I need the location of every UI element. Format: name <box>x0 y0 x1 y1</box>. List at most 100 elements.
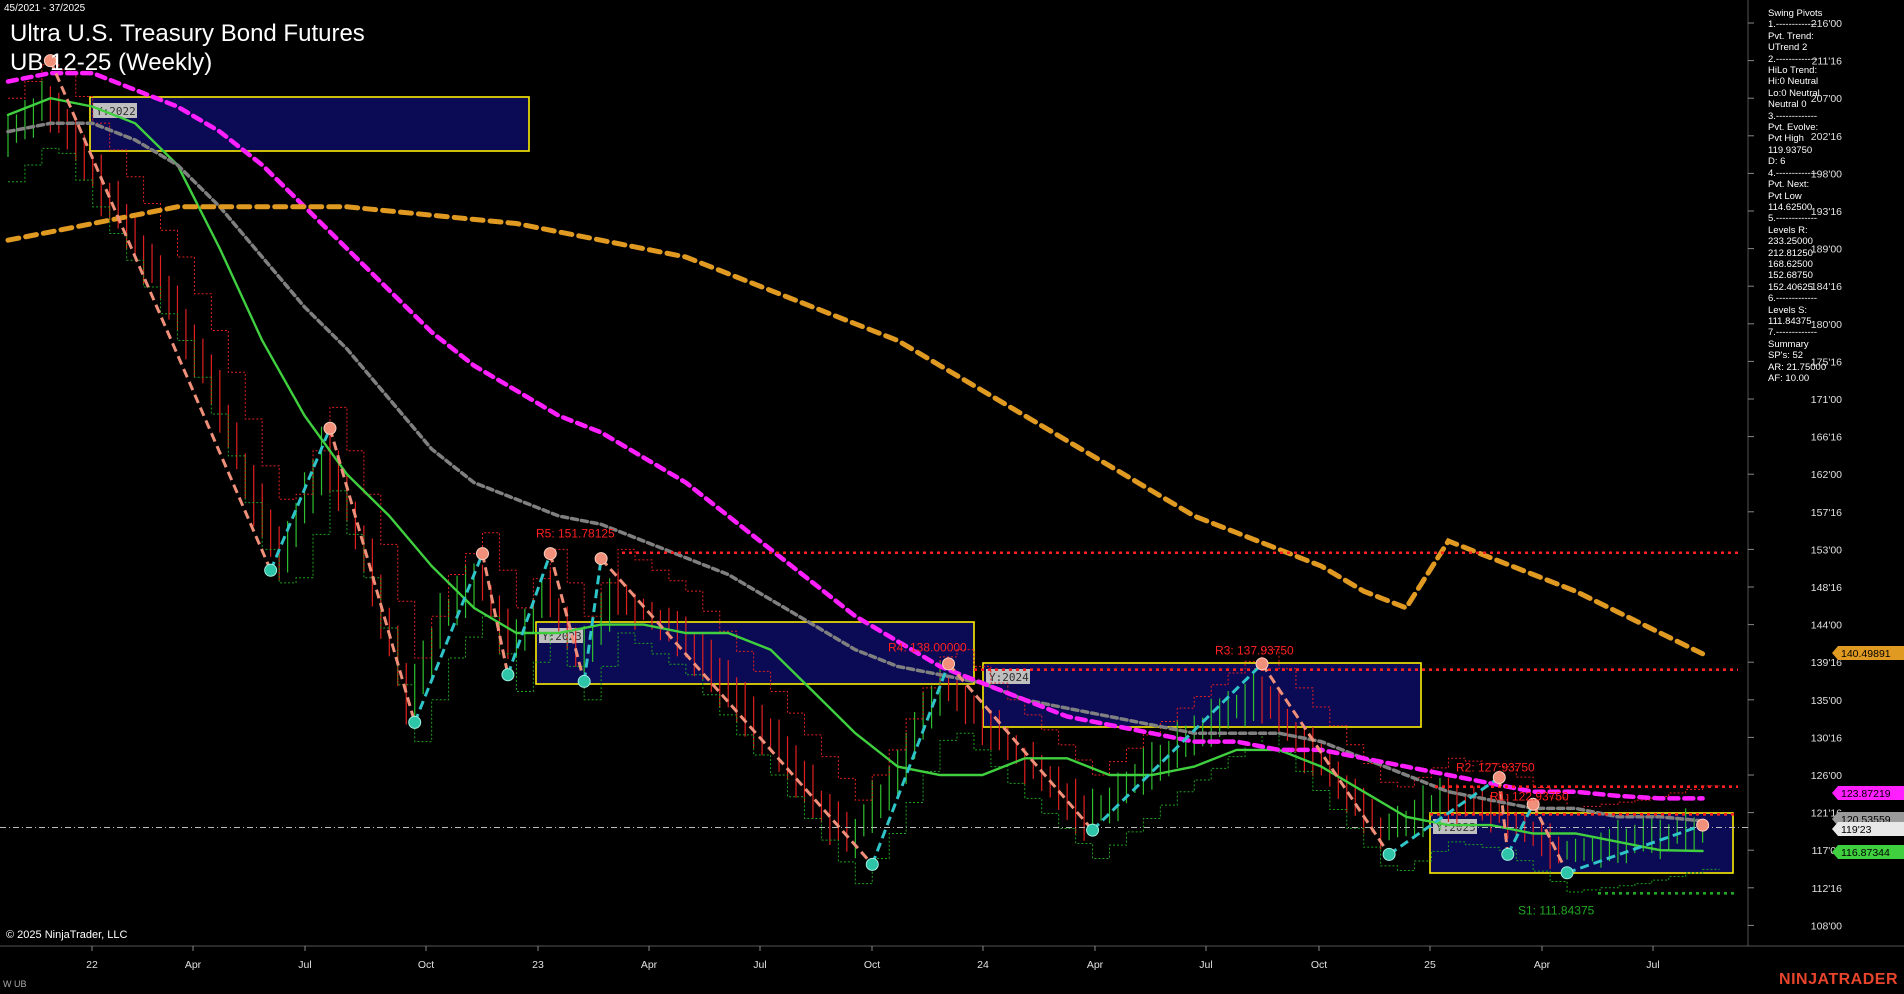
y-axis-tick-label: 139'16 <box>1811 657 1842 669</box>
info-panel-line: Pvt. Trend: <box>1768 30 1814 42</box>
info-panel-line: Summary <box>1768 338 1809 350</box>
info-panel-line: 119.93750 <box>1768 144 1813 156</box>
x-axis-tick-label: Apr <box>1087 959 1104 971</box>
x-axis-tick-label: Jul <box>1646 959 1659 971</box>
swing-leg <box>548 553 586 682</box>
support-trail <box>8 147 1720 893</box>
swing-leg <box>481 553 510 676</box>
swing-low-marker[interactable] <box>1501 847 1515 861</box>
swing-high-marker[interactable] <box>594 552 608 566</box>
year-box <box>1429 812 1734 874</box>
level-label: R3: 137.93750 <box>1215 644 1294 658</box>
swing-low-marker[interactable] <box>865 857 879 871</box>
level-label: R5: 151.78125 <box>536 527 615 541</box>
info-panel-line: 1.------------- <box>1768 19 1818 31</box>
swing-high-marker[interactable] <box>475 547 489 561</box>
swing-low-marker[interactable] <box>1086 823 1100 837</box>
info-panel-line: 114.62500 <box>1768 201 1813 213</box>
swing-low-marker[interactable] <box>408 715 422 729</box>
year-box <box>535 621 975 685</box>
swing-low-marker[interactable] <box>264 563 278 577</box>
y-axis-tick-label: 130'16 <box>1811 732 1842 744</box>
year-box <box>89 96 530 152</box>
swing-low-marker[interactable] <box>577 674 591 688</box>
instrument-short-label: W UB <box>3 979 27 989</box>
info-panel-line: 2.------------- <box>1768 53 1818 65</box>
date-range-label: 45/2021 - 37/2025 <box>4 3 86 14</box>
x-axis-tick-label: Apr <box>1534 959 1551 971</box>
info-panel-line: Levels R: <box>1768 224 1808 236</box>
y-axis-tick-label: 207'00 <box>1811 93 1842 105</box>
swing-leg <box>599 557 874 866</box>
x-axis-tick-label: 23 <box>532 959 544 971</box>
info-panel-line: AR: 21.75000 <box>1768 361 1827 373</box>
copyright-label: © 2025 NinjaTrader, LLC <box>6 929 128 941</box>
info-panel-line: 3.------------- <box>1768 110 1818 122</box>
ma-line-mid <box>6 121 1705 823</box>
swing-high-marker[interactable] <box>43 54 57 68</box>
swing-low-marker[interactable] <box>1560 866 1574 880</box>
level-label: R4: 138.00000 <box>888 641 967 655</box>
swing-leg <box>328 427 417 723</box>
ma-line-longest <box>5 204 1706 657</box>
info-panel-line: Swing Pivots <box>1768 8 1823 19</box>
swing-high-marker[interactable] <box>323 421 337 435</box>
swing-high-marker[interactable] <box>1526 797 1540 811</box>
x-axis-tick-label: 22 <box>86 959 98 971</box>
info-panel-line: AF: 10.00 <box>1768 373 1810 384</box>
info-panel-line: 111.84375 <box>1768 315 1812 327</box>
swing-leg <box>1506 803 1535 856</box>
info-panel-line: Neutral 0 <box>1768 99 1807 111</box>
y-axis-tick-label: 157'16 <box>1811 507 1842 519</box>
level-label: S1: 111.84375 <box>1518 903 1595 917</box>
swing-high-marker[interactable] <box>1492 771 1506 785</box>
info-panel-line: 5.------------- <box>1768 213 1818 225</box>
info-panel-line: D: 6 <box>1768 156 1786 168</box>
chart-subtitle: UB 12-25 (Weekly) <box>10 49 213 76</box>
year-box-label: Y:2022 <box>96 105 136 118</box>
info-panel-line: 152.68750 <box>1768 270 1813 282</box>
y-axis-tick-label: 180'00 <box>1811 319 1842 331</box>
swing-leg <box>1531 803 1569 874</box>
price-label-tag <box>1832 845 1904 859</box>
price-label-tag <box>1832 646 1904 660</box>
swing-high-marker[interactable] <box>1255 657 1269 671</box>
info-panel-line: Hi:0 Neutral <box>1768 76 1819 88</box>
swing-high-marker[interactable] <box>543 547 557 561</box>
y-axis-tick-label: 189'00 <box>1811 244 1842 256</box>
y-axis-tick-label: 193'16 <box>1811 206 1842 218</box>
swing-high-marker[interactable] <box>942 657 956 671</box>
x-axis-tick-label: 24 <box>977 959 989 971</box>
year-box-label-bg <box>986 669 1030 684</box>
price-label-text: 119'23 <box>1841 824 1872 836</box>
year-box-label-bg <box>93 103 137 118</box>
y-axis-tick-label: 112'16 <box>1812 883 1843 895</box>
year-box-label-bg <box>1433 819 1477 834</box>
year-box-label: Y:2024 <box>989 671 1029 684</box>
info-panel-line: 4.------------- <box>1768 167 1818 179</box>
y-axis-tick-label: 211'16 <box>1812 56 1843 68</box>
x-axis-tick-label: Jul <box>753 959 766 971</box>
price-label-text: 123.87219 <box>1841 788 1891 800</box>
level-label: R1: 122.93750 <box>1490 789 1569 803</box>
ma-line-slow <box>5 70 1705 801</box>
info-panel-line: Levels S: <box>1768 304 1808 316</box>
info-panel-line: Pvt High <box>1768 133 1804 145</box>
x-axis-tick-label: Oct <box>864 959 880 971</box>
x-axis-tick-label: Oct <box>1311 959 1327 971</box>
brand-logo: NINJATRADER <box>1779 971 1898 988</box>
swing-leg <box>413 553 484 723</box>
x-axis-tick-label: 25 <box>1424 959 1436 971</box>
resistance-trail <box>8 64 1720 809</box>
price-label-tag <box>1832 786 1904 800</box>
swing-low-marker[interactable] <box>501 668 515 682</box>
swing-pivots-info-panel: Swing Pivots 1.------------- Pvt. Trend: UT… <box>1768 8 1860 384</box>
y-axis-tick-label: 126'00 <box>1811 770 1842 782</box>
info-panel-line: HiLo Trend: <box>1768 65 1818 77</box>
swing-high-marker[interactable] <box>1696 818 1710 832</box>
y-axis-tick-label: 184'16 <box>1811 281 1842 293</box>
swing-low-marker[interactable] <box>1382 847 1396 861</box>
info-panel-line: Pvt. Evolve: <box>1768 122 1819 134</box>
swing-leg <box>870 663 950 865</box>
